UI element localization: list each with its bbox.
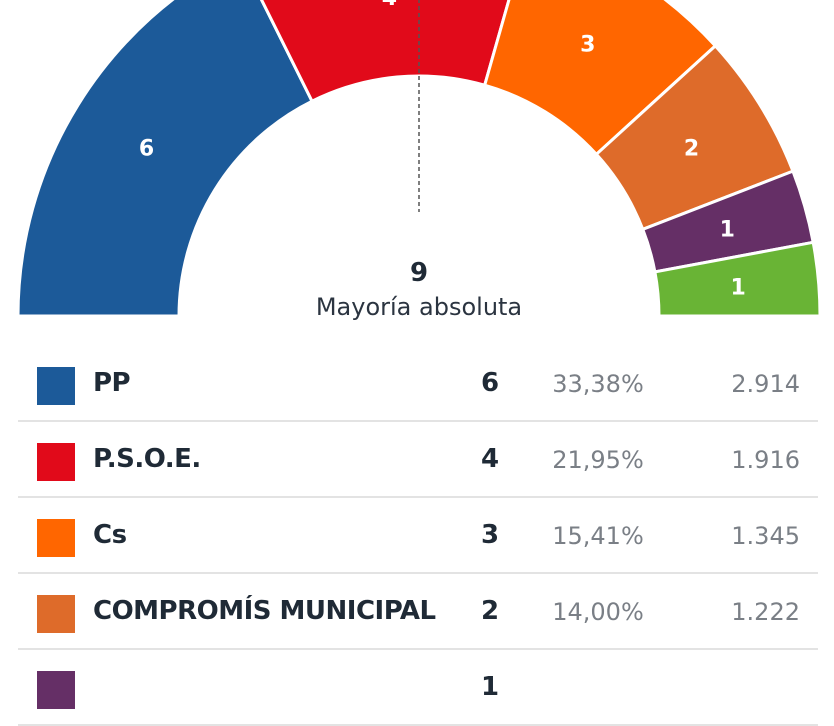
party-seats: 2 bbox=[480, 596, 500, 626]
seat-sector bbox=[259, 0, 511, 104]
party-percent: 15,41% bbox=[552, 522, 644, 550]
party-seats: 6 bbox=[480, 368, 500, 398]
party-votes: 1.916 bbox=[731, 446, 800, 474]
party-percent: 14,00% bbox=[552, 598, 644, 626]
table-row[interactable]: 1 bbox=[18, 650, 818, 726]
majority-label: Mayoría absoluta bbox=[315, 293, 523, 321]
seat-sectors bbox=[16, 0, 822, 318]
party-seats: 4 bbox=[480, 444, 500, 474]
seat-sector bbox=[653, 240, 822, 318]
seat-semicircle-chart: 6 4 3 2 1 1 bbox=[16, 0, 822, 318]
party-seats: 3 bbox=[480, 520, 500, 550]
table-row[interactable]: Cs 3 15,41% 1.345 bbox=[18, 498, 818, 574]
party-swatch bbox=[37, 671, 75, 709]
seat-count-label: 1 bbox=[720, 217, 735, 242]
seat-count-label: 3 bbox=[580, 33, 595, 58]
results-table: PP 6 33,38% 2.914 P.S.O.E. 4 21,95% 1.91… bbox=[18, 346, 818, 726]
party-votes: 1.222 bbox=[731, 598, 800, 626]
party-percent: 21,95% bbox=[552, 446, 644, 474]
seat-sector bbox=[16, 0, 315, 318]
party-percent: 33,38% bbox=[552, 370, 644, 398]
majority-seats: 9 bbox=[409, 258, 429, 288]
table-row[interactable]: P.S.O.E. 4 21,95% 1.916 bbox=[18, 422, 818, 498]
party-seats: 1 bbox=[480, 672, 500, 702]
party-swatch bbox=[37, 367, 75, 405]
seat-count-label: 4 bbox=[382, 0, 397, 11]
table-row[interactable]: COMPROMÍS MUNICIPAL 2 14,00% 1.222 bbox=[18, 574, 818, 650]
party-name: P.S.O.E. bbox=[93, 444, 201, 474]
party-name: PP bbox=[93, 368, 131, 398]
party-name: COMPROMÍS MUNICIPAL bbox=[93, 596, 436, 626]
party-swatch bbox=[37, 595, 75, 633]
party-votes: 2.914 bbox=[731, 370, 800, 398]
seat-count-label: 6 bbox=[139, 136, 154, 161]
party-votes: 1.345 bbox=[731, 522, 800, 550]
party-name: Cs bbox=[93, 520, 127, 550]
seat-count-label: 2 bbox=[684, 136, 699, 161]
table-row[interactable]: PP 6 33,38% 2.914 bbox=[18, 346, 818, 422]
party-swatch bbox=[37, 443, 75, 481]
party-swatch bbox=[37, 519, 75, 557]
seat-labels: 6 4 3 2 1 1 bbox=[139, 0, 746, 300]
seat-count-label: 1 bbox=[730, 275, 745, 300]
